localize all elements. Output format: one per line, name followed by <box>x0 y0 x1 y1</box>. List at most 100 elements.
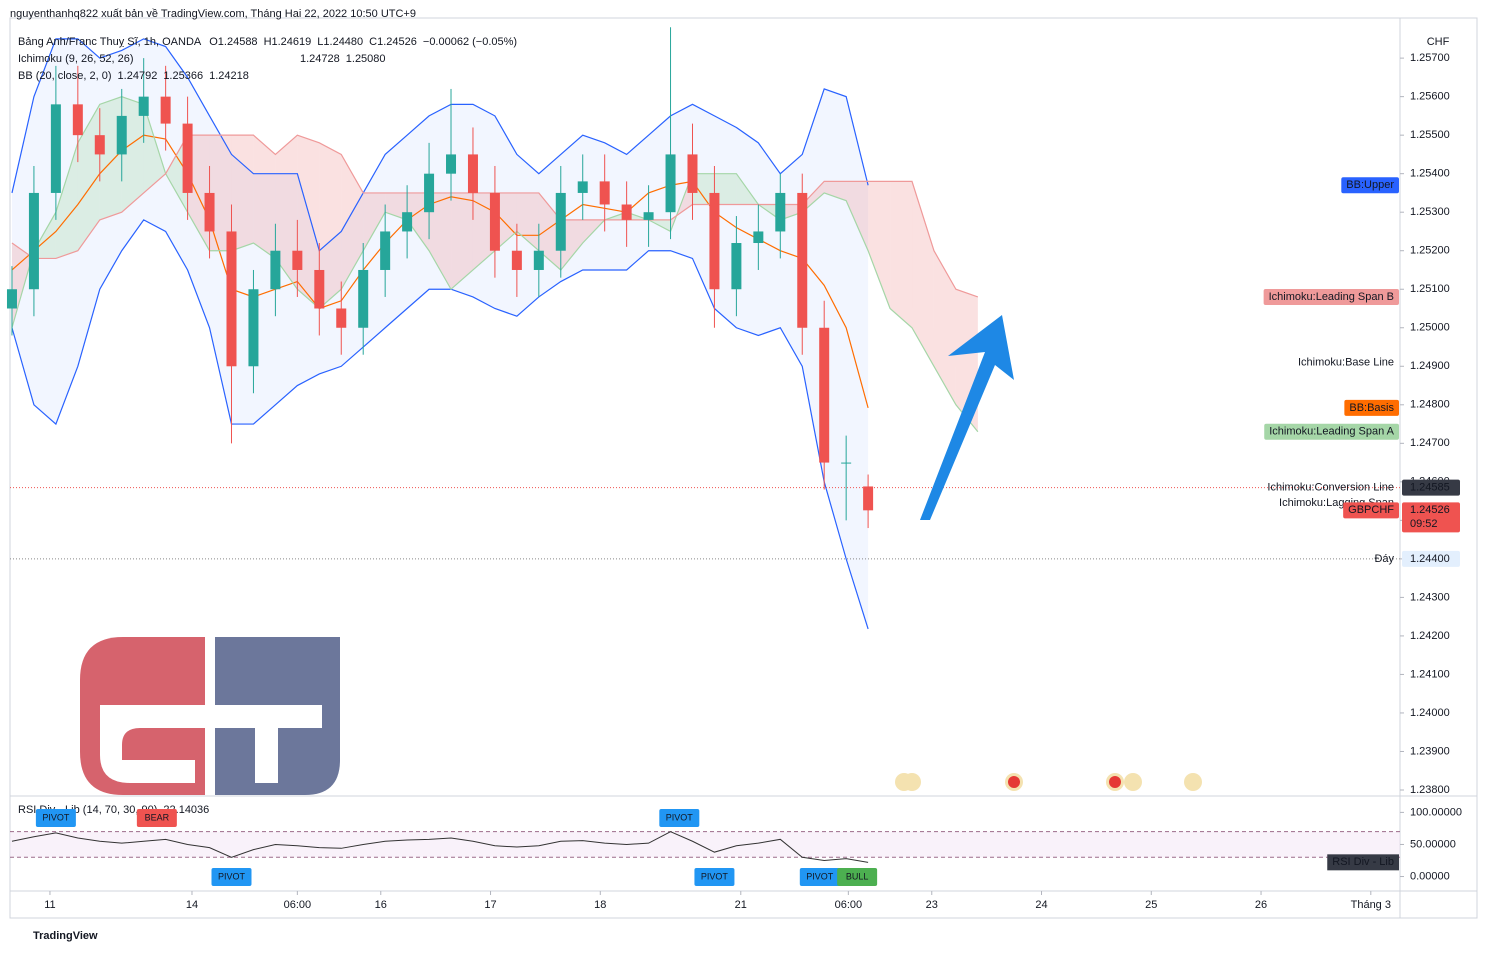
cloud-segment <box>77 104 100 251</box>
cloud-segment <box>912 181 934 367</box>
signal-bg <box>694 868 735 886</box>
candle-body <box>292 250 303 270</box>
candle-body <box>446 154 457 174</box>
legend-ohlc: C1.24526 <box>369 36 417 48</box>
y-tick-label: 1.25700 <box>1410 52 1450 64</box>
y-tick-label: 1.25500 <box>1410 129 1450 141</box>
candle-body <box>314 269 325 309</box>
x-tick-label: 11 <box>44 899 55 911</box>
price-label: BB:Basis <box>1349 402 1394 414</box>
signal-bg <box>659 809 700 827</box>
rsi-y-tick-label: 100.00000 <box>1410 806 1462 818</box>
y-tick-label: 1.23900 <box>1410 745 1450 757</box>
price-label-bg <box>1264 423 1399 440</box>
candle-body <box>533 250 544 270</box>
signal-bg <box>35 809 76 827</box>
cloud-segment <box>890 181 913 328</box>
currency: CHF <box>1427 36 1450 48</box>
candle-body <box>709 192 720 290</box>
axis-tag-sub: 09:52 <box>1410 518 1438 530</box>
cloud-segment <box>516 192 539 251</box>
x-tick-label: 21 <box>735 899 747 911</box>
rsi-y-tick-label: 50.00000 <box>1410 838 1456 850</box>
legend-ohlc: H1.24619 <box>264 36 312 48</box>
cloud-segment <box>407 192 430 251</box>
footer-brand: TradingView <box>33 930 98 942</box>
price-label-bg <box>1344 399 1399 416</box>
y-tick-label: 1.23800 <box>1410 784 1450 796</box>
candle-body <box>599 181 610 205</box>
y-tick-label: 1.25100 <box>1410 283 1450 295</box>
rsi-tag-bg <box>1327 854 1399 871</box>
legend-bb-value: 1.24218 <box>209 70 249 82</box>
frame <box>9 17 1478 919</box>
price-label-bg <box>1343 502 1399 519</box>
cloud-segment <box>933 250 956 405</box>
candle-body <box>204 192 215 232</box>
signal-bg <box>837 868 878 886</box>
signal-bg <box>136 809 177 827</box>
x-tick-label: 25 <box>1145 899 1157 911</box>
cloud-segment <box>780 204 803 220</box>
cloud-segment <box>714 173 737 205</box>
cloud-segment <box>297 135 320 309</box>
cloud-segment <box>824 181 847 201</box>
axis-tag: 1.24585 <box>1410 482 1450 494</box>
x-tick-label: Tháng 3 <box>1351 899 1391 911</box>
x-tick-label: 23 <box>926 899 938 911</box>
y-tick-label: 1.25200 <box>1410 245 1450 257</box>
candle-body <box>775 192 786 232</box>
candle-body <box>94 135 105 155</box>
cloud-segment <box>429 192 452 290</box>
y-tick-label: 1.24700 <box>1410 437 1450 449</box>
watermark-logo <box>80 637 340 795</box>
rsi-y-tick-label: 0.00000 <box>1410 870 1450 882</box>
candle-body <box>841 462 852 464</box>
candle-body <box>336 308 347 328</box>
candle-body <box>665 154 676 213</box>
price-label: Ichimoku:Base Line <box>1298 356 1394 368</box>
indicator-line <box>11 219 869 630</box>
price-label: Ichimoku:Leading Span B <box>1269 291 1394 303</box>
cloud-segment <box>692 173 715 205</box>
x-tick-label: 06:00 <box>284 899 312 911</box>
axis-tag-bg <box>1402 502 1460 533</box>
price-label-bg <box>1341 177 1399 194</box>
signal-label: BEAR <box>145 812 170 822</box>
price-label: Ichimoku:Conversion Line <box>1267 482 1394 494</box>
price-label: Ichimoku:Leading Span A <box>1269 426 1394 438</box>
signal-bg <box>799 868 840 886</box>
rsi-line <box>11 831 869 863</box>
candle-body <box>687 154 698 193</box>
cloud-segment <box>143 104 166 193</box>
cloud-segment <box>319 142 342 309</box>
axis-tag-bg <box>1402 479 1460 496</box>
signal-label: PIVOT <box>806 871 834 881</box>
price-label: GBPCHF <box>1348 504 1394 516</box>
cloud-segment <box>472 192 495 270</box>
cloud-segment <box>165 135 188 213</box>
cloud-segment <box>341 154 364 290</box>
price-label: BB:Upper <box>1346 179 1394 191</box>
candle-body <box>467 154 478 193</box>
cloud-segment <box>33 212 56 259</box>
legend-ohlc: −0.00062 (−0.05%) <box>423 36 517 48</box>
cloud-segment <box>363 192 386 251</box>
signal-label: PIVOT <box>218 871 246 881</box>
x-tick-label: 17 <box>484 899 496 911</box>
candle-body <box>511 250 522 270</box>
cloud-segment <box>538 192 561 270</box>
candle-body <box>753 231 764 244</box>
signal-label: PIVOT <box>666 812 694 822</box>
cloud-segment <box>560 219 583 270</box>
y-tick-label: 1.24300 <box>1410 591 1450 603</box>
x-tick-label: 14 <box>186 899 198 911</box>
axis-tag-note: Đáy <box>1374 553 1394 565</box>
event-icons <box>895 773 1202 791</box>
cloud-segment <box>121 96 144 213</box>
legend-bb: BB (20, close, 2, 0) <box>18 70 112 82</box>
cloud-segment <box>231 135 254 251</box>
cloud-segment <box>802 181 825 213</box>
x-tick-label: 18 <box>594 899 606 911</box>
